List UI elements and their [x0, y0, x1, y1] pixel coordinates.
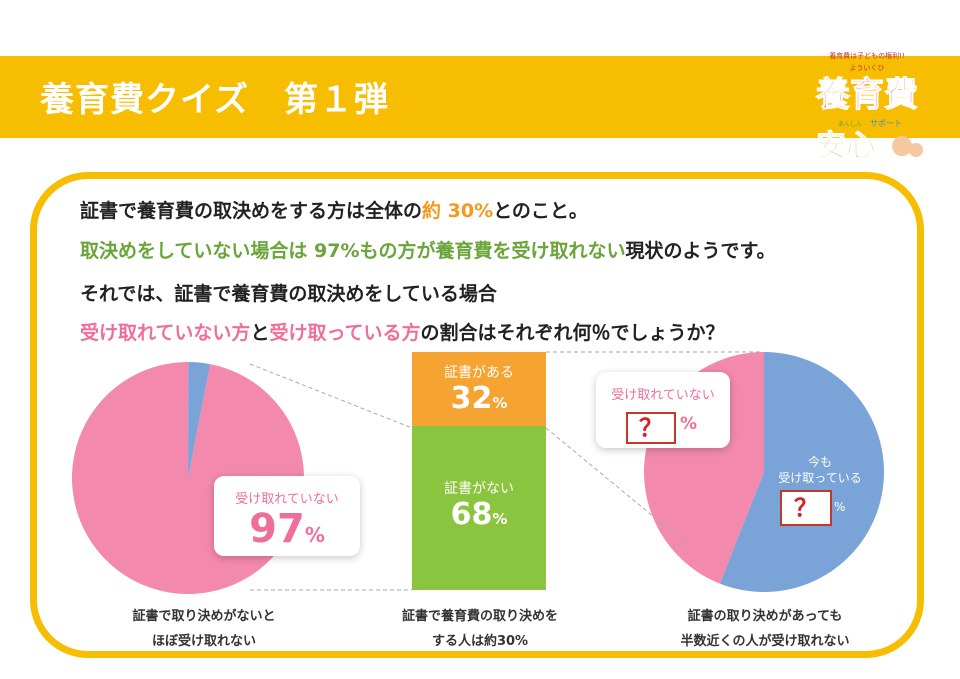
caption-left: 証書で取り決めがないと ほぼ受け取れない — [132, 609, 276, 649]
bar-label: 証書がある — [444, 365, 514, 381]
caption-right: 証書の取り決めがあっても 半数近くの人が受け取れない — [680, 609, 850, 649]
left-pie-label: 受け取れていない 97% — [214, 476, 360, 556]
connector-line — [249, 363, 413, 429]
bar-value: 32% — [450, 381, 508, 416]
connector-line — [545, 427, 689, 546]
svg-text:安心: 安心 — [816, 129, 876, 164]
caption-middle: 証書で養育費の取り決めを する人は約30% — [401, 609, 558, 649]
family-icon — [892, 136, 912, 156]
bar-segment-without-certificate: 証書がない 68% — [412, 426, 546, 590]
svg-text:あんしん: あんしん — [838, 121, 862, 128]
unknown-answer-pink: ？ — [626, 412, 676, 444]
page-title: 養育費クイズ 第１弾 — [40, 80, 389, 120]
intro-line-2: 取決めをしていない場合は 97%もの方が養育費を受け取れない現状のようです。 — [80, 240, 776, 262]
pie-slice-received — [719, 352, 885, 592]
svg-text:養育費: 養育費 — [816, 75, 918, 115]
logo: 養育費は子どもの権利!! よういくひ 養育費 サポート あんしん 安心 — [816, 51, 923, 164]
svg-text:養育費は子どもの権利!!: 養育費は子どもの権利!! — [829, 51, 905, 60]
right-pie-blue-unit: % — [834, 500, 846, 514]
intro-line-1: 証書で養育費の取決めをする方は全体の約 30%とのこと。 — [80, 200, 588, 222]
bar-label: 証書がない — [444, 481, 514, 497]
intro-line-4: 受け取れていない方と受け取っている方の割合はそれぞれ何％でしょうか？ — [80, 322, 725, 344]
pie-slice-received — [188, 362, 211, 478]
unknown-answer-blue: ？ — [780, 490, 832, 526]
header-banner — [0, 56, 960, 138]
right-pie-blue-label: 今も 受け取っている — [778, 455, 862, 485]
bar-segment-with-certificate: 証書がある 32% — [412, 352, 546, 426]
svg-text:サポート: サポート — [870, 119, 902, 128]
intro-line-3: それでは、証書で養育費の取決めをしている場合 — [80, 283, 497, 305]
bar-value: 68% — [450, 497, 508, 532]
stacked-bar: 証書がある 32% 証書がない 68% — [412, 352, 546, 590]
svg-text:よういくひ: よういくひ — [850, 64, 885, 72]
